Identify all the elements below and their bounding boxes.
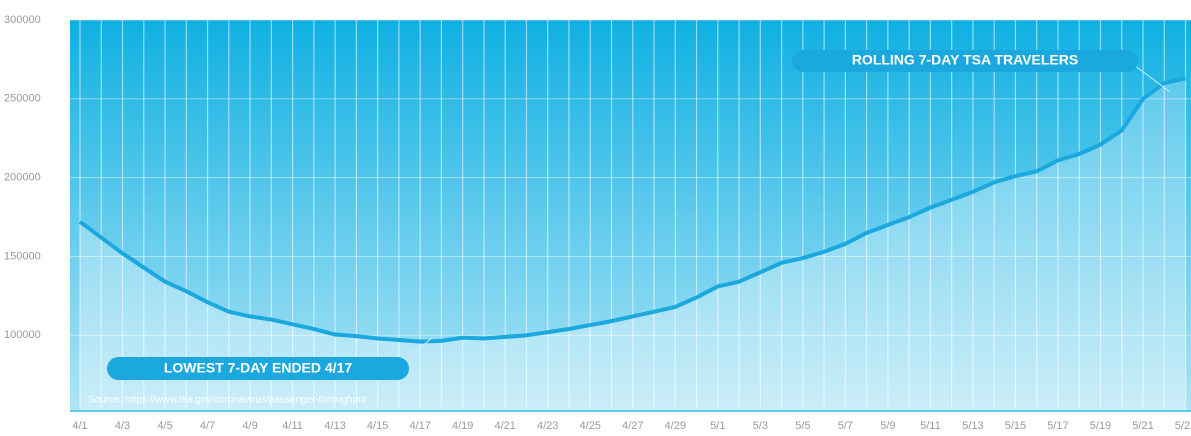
x-tick-label: 4/7	[200, 420, 215, 432]
x-tick-label: 5/15	[1005, 420, 1026, 432]
x-tick-label: 4/25	[580, 420, 601, 432]
x-tick-label: 4/1	[72, 420, 87, 432]
annotation-pill	[792, 50, 1138, 72]
x-tick-label: 5/3	[753, 420, 768, 432]
y-tick-label: 300000	[4, 14, 41, 26]
x-tick-label: 4/29	[665, 420, 686, 432]
x-tick-label: 4/21	[494, 420, 515, 432]
x-tick-label: 4/9	[242, 420, 257, 432]
y-tick-label: 200000	[4, 172, 41, 184]
x-tick-label: 5/21	[1132, 420, 1153, 432]
source-note: Source: https://www.tsa.gov/coronavirus/…	[88, 395, 367, 406]
x-tick-label: 4/3	[115, 420, 130, 432]
y-tick-label: 100000	[4, 329, 41, 341]
y-tick-label: 150000	[4, 250, 41, 262]
x-tick-label: 4/23	[537, 420, 558, 432]
annotation-pill	[107, 357, 409, 380]
x-tick-label: 4/15	[367, 420, 388, 432]
x-tick-label: 5/13	[962, 420, 983, 432]
x-tick-label: 5/9	[880, 420, 895, 432]
x-tick-label: 5/17	[1047, 420, 1068, 432]
x-tick-label: 4/5	[157, 420, 172, 432]
leader-line	[1129, 61, 1171, 93]
x-tick-label: 5/23	[1175, 420, 1191, 432]
x-tick-label: 5/7	[838, 420, 853, 432]
y-tick-label: 250000	[4, 93, 41, 105]
annotation: ROLLING 7-DAY TSA TRAVELERS	[852, 52, 1078, 68]
line	[78, 76, 1186, 344]
x-tick-label: 4/17	[409, 420, 430, 432]
x-tick-label: 4/13	[324, 420, 345, 432]
x-tick-label: 4/11	[282, 420, 303, 432]
annotation: LOWEST 7-DAY ENDED 4/17	[164, 360, 352, 376]
x-tick-label: 4/27	[622, 420, 643, 432]
x-tick-label: 5/5	[795, 420, 810, 432]
x-tick-label: 4/19	[452, 420, 473, 432]
x-tick-label: 5/11	[920, 420, 941, 432]
x-tick-label: 5/19	[1090, 420, 1111, 432]
x-tick-label: 5/1	[710, 420, 725, 432]
